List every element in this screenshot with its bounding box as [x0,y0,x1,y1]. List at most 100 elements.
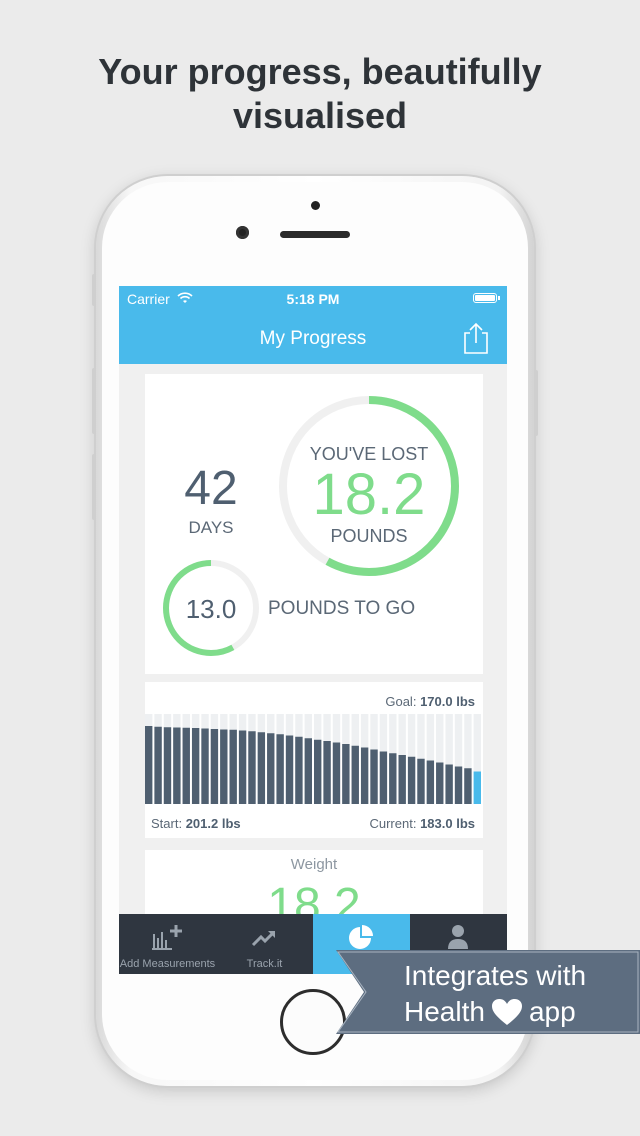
summary-card: YOU'VE LOST 18.2 POUNDS 42 DAYS 13.0 POU… [145,374,483,674]
weight-bar [182,727,190,804]
lost-label: YOU'VE LOST [309,444,429,464]
weight-bar [257,732,266,804]
weight-bars [145,714,481,804]
headline-line-1: Your progress, beautifully [98,51,542,92]
to-go-label: POUNDS TO GO [268,598,416,619]
pounds-to-go-ring [163,560,259,656]
pounds-lost-ring [279,396,459,576]
volume-up-button [92,368,96,434]
weight-card: Weight 18.2 [145,850,483,914]
current-value: 183.0 lbs [420,816,475,831]
weight-bar-chart-card: Goal: 170.0 lbs Start: 201.2 lbs Current… [145,682,483,838]
weight-bar [295,736,303,804]
start-label: Start: [151,816,183,831]
weight-bar [360,747,369,804]
weight-bar [464,768,472,804]
weight-bar [407,756,416,804]
days-value: 42 [184,462,238,515]
tab-add-measurements[interactable]: Add Measurements [119,914,216,974]
weight-bar [332,742,341,804]
weight-bar [276,734,284,804]
power-button [534,370,538,436]
add-measurements-icon [152,925,182,950]
volume-down-button [92,454,96,520]
weight-bar [351,745,359,804]
pie-chart-icon [349,925,373,949]
progress-content[interactable]: YOU'VE LOST 18.2 POUNDS 42 DAYS 13.0 POU… [119,364,507,914]
weight-bar [220,729,228,804]
profile-icon [448,925,468,949]
trend-icon [251,931,275,947]
weight-bar [210,729,219,804]
earpiece-speaker [280,231,350,238]
tab-profile[interactable] [410,914,507,974]
weight-bar [145,726,153,804]
weight-bar [389,753,397,804]
weight-bar [417,758,425,804]
weight-bar [398,755,406,804]
goal-label: Goal: [385,694,417,709]
ribbon-app-label: app [528,996,576,1027]
weight-bar [473,771,481,804]
weight-bar [445,764,453,804]
weight-bar [426,760,435,804]
lost-value: 18.2 [312,462,426,527]
wifi-icon [177,292,193,303]
weight-bar [379,751,388,804]
weight-bar [342,744,350,804]
current-text: Current: 183.0 lbs [369,816,475,831]
current-label: Current: [369,816,417,831]
health-integration-banner: Integrates with Health app [336,950,640,1034]
bar-track [445,714,453,804]
bar-track [454,714,463,804]
ribbon-shape [336,950,640,1034]
screen: Carrier 5:18 PM My Progress YOU [119,286,507,974]
weight-bar [191,728,200,804]
tab-label-add-measurements: Add Measurements [119,958,216,970]
weight-bar [454,766,463,804]
weight-bar [323,741,331,804]
start-text: Start: 201.2 lbs [151,816,241,831]
weight-bar [163,727,172,804]
ribbon-line-1: Integrates with [404,960,587,991]
bar-track [464,714,472,804]
weight-bar [229,729,237,804]
weight-bar [304,738,312,804]
weight-bar [285,735,294,804]
lost-unit: POUNDS [330,526,408,546]
headline-line-2: visualised [232,95,408,136]
phone-frame: Carrier 5:18 PM My Progress YOU [92,176,538,1086]
proximity-sensor [311,201,320,210]
page-title: My Progress [259,328,367,349]
status-bar: Carrier 5:18 PM [119,286,507,312]
carrier-label: Carrier [127,291,170,307]
weight-bar [436,762,444,804]
bar-track [436,714,444,804]
to-go-value: 13.0 [185,594,237,624]
weight-label: Weight [290,856,338,873]
weight-bar [267,733,275,804]
goal-text: Goal: 170.0 lbs [385,694,475,709]
weight-bar [154,726,162,804]
navigation-bar: My Progress [119,312,507,364]
ribbon-text: Integrates with Health app [404,958,640,1030]
tab-label-trackit: Track.it [246,958,283,970]
start-value: 201.2 lbs [185,816,241,831]
weight-bar [248,731,256,804]
weight-bar [173,727,181,804]
tab-trackit[interactable]: Track.it [216,914,313,974]
goal-value: 170.0 lbs [420,694,475,709]
ribbon-line-2: Health app [404,994,640,1030]
ribbon-health-label: Health [404,996,485,1027]
weight-bar [370,749,378,804]
tab-bar: Add Measurements Track.it My [119,914,507,974]
weight-bar [201,728,209,804]
headline: Your progress, beautifully visualised [0,50,640,138]
days-label: DAYS [188,518,234,537]
weight-value: 18.2 [267,879,361,914]
weight-bar [238,730,247,804]
share-icon[interactable] [461,321,491,355]
bar-track [426,714,435,804]
battery-icon [473,293,500,303]
status-time: 5:18 PM [286,291,340,307]
